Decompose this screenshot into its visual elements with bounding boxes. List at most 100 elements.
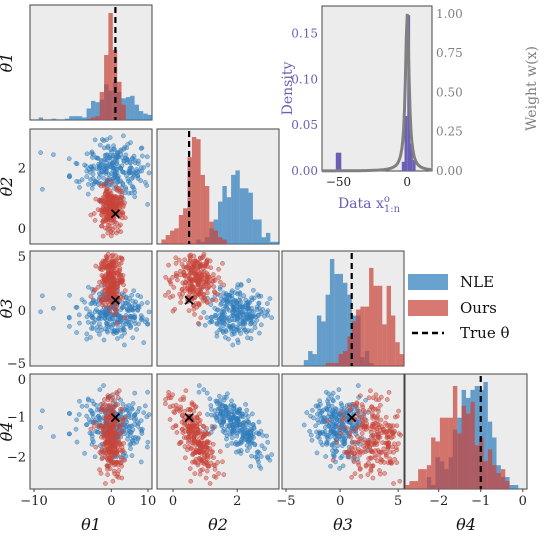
scatter-point-nle (126, 302, 132, 307)
scatter-point-nle (89, 398, 95, 404)
scatter-point-nle (248, 463, 254, 469)
scatter-point-ours (190, 452, 195, 457)
scatter-point-ours (372, 441, 377, 446)
scatter-point-nle (240, 411, 245, 417)
scatter-point-nle (329, 443, 335, 448)
scatter-point-nle (235, 409, 241, 415)
scatter-point-nle (116, 163, 121, 169)
scatter-point-nle (317, 429, 322, 435)
scatter-point-ours (211, 275, 216, 281)
scatter-point-nle (217, 286, 223, 292)
scatter-point-nle (102, 166, 108, 172)
scatter-point-ours (104, 463, 110, 468)
scatter-point-ours (370, 413, 375, 419)
scatter-point-ours (110, 478, 116, 484)
scatter-point-nle (120, 305, 125, 310)
inset-x-tick: −50 (326, 175, 351, 189)
scatter-point-nle (88, 164, 94, 169)
scatter-point-nle (201, 310, 207, 315)
hist-bar-nle (270, 241, 275, 244)
scatter-point-nle (214, 411, 220, 417)
y-axis-label: θ1 (0, 53, 16, 73)
scatter-point-nle (242, 317, 247, 323)
hist-bar-ours (399, 354, 404, 366)
scatter-point-ours (106, 216, 112, 221)
hist-bar-nle (86, 108, 91, 120)
scatter-point-ours (173, 270, 179, 276)
scatter-point-ours (352, 471, 358, 476)
scatter-point-nle (221, 417, 226, 423)
hist-bar-ours (474, 445, 480, 489)
hist-bar-ours (373, 285, 378, 367)
scatter-point-nle (141, 410, 147, 415)
scatter-point-ours (108, 452, 114, 457)
true-theta-marker (110, 295, 121, 305)
hist-bar-ours (343, 351, 348, 366)
scatter-point-nle (145, 202, 150, 207)
scatter-point-nle (120, 322, 126, 328)
scatter-point-ours (215, 460, 220, 465)
scatter-point-ours (106, 196, 112, 202)
scatter-point-ours (197, 471, 203, 477)
scatter-point-nle (89, 326, 94, 331)
scatter-point-ours (372, 455, 378, 461)
scatter-point-nle (244, 407, 250, 413)
scatter-point-ours (119, 189, 125, 195)
scatter-point-nle (304, 410, 310, 415)
scatter-point-nle (226, 315, 231, 321)
scatter-point-nle (251, 287, 256, 293)
scatter-point-ours (182, 257, 188, 263)
y-tick-label: 2 (18, 161, 26, 176)
scatter-point-ours (193, 404, 199, 410)
scatter-point-ours (204, 264, 210, 269)
scatter-point-ours (200, 444, 205, 450)
scatter-point-nle (131, 187, 137, 192)
scatter-point-ours (392, 428, 398, 434)
hist-bar-ours (187, 157, 192, 244)
scatter-point-nle (313, 403, 319, 409)
scatter-point-nle (101, 337, 107, 343)
scatter-point-nle (77, 185, 82, 190)
y-tick-label: −2 (7, 450, 26, 465)
scatter-point-ours (103, 303, 108, 308)
scatter-point-nle (196, 383, 202, 388)
hist-bar-nle (325, 294, 330, 366)
scatter-point-ours (113, 258, 118, 264)
hist-bar-ours (104, 55, 109, 120)
scatter-point-ours (359, 431, 365, 436)
scatter-point-ours (118, 194, 124, 200)
scatter-point-ours (351, 459, 357, 465)
hist-bar-ours (413, 481, 419, 489)
scatter-point-ours (204, 440, 210, 446)
scatter-point-ours (198, 286, 204, 292)
scatter-point-ours (337, 425, 343, 430)
hist-bar-ours (178, 215, 184, 244)
x-tick-label: 0 (336, 494, 344, 509)
scatter-point-ours (101, 198, 107, 204)
scatter-point-nle (130, 401, 136, 406)
scatter-point-ours (109, 179, 115, 185)
scatter-point-ours (111, 283, 117, 289)
scatter-point-nle (231, 307, 237, 313)
scatter-point-ours (112, 312, 117, 317)
scatter-point-ours (91, 424, 97, 429)
scatter-point-nle (219, 423, 225, 429)
scatter-point-nle (98, 181, 104, 186)
hist-bar-ours (334, 363, 339, 366)
scatter-point-ours (396, 408, 401, 414)
hist-bar-ours (360, 306, 365, 366)
scatter-point-nle (73, 160, 79, 166)
scatter-point-ours (99, 456, 105, 462)
scatter-point-nle (249, 411, 255, 417)
scatter-point-nle (145, 389, 150, 395)
hist-bar-ours (377, 285, 383, 367)
scatter-point-ours (113, 461, 119, 467)
scatter-point-nle (138, 294, 144, 300)
scatter-point-nle (332, 435, 338, 440)
y-tick-label: −5 (7, 357, 26, 372)
scatter-point-nle (120, 300, 126, 306)
scatter-point-nle (129, 406, 135, 412)
scatter-point-ours (396, 441, 401, 446)
scatter-point-ours (99, 299, 104, 304)
